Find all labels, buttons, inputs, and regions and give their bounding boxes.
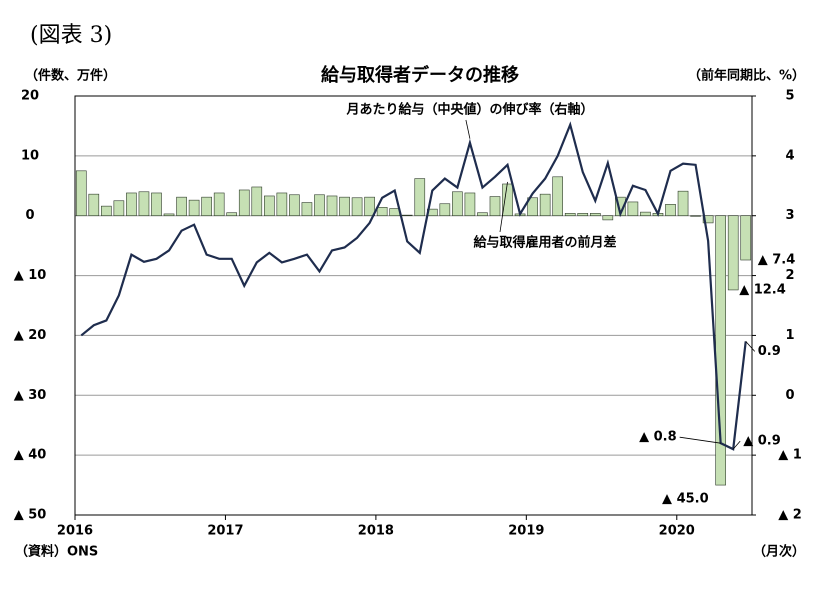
bar	[690, 215, 701, 217]
x-tick-label: 2017	[207, 524, 243, 539]
y-axis-label: （件数、万件）	[25, 68, 116, 84]
data-label: ▲ 7.4	[758, 253, 796, 268]
bar	[665, 204, 676, 217]
y2-tick-label: 2	[785, 268, 794, 283]
bar	[627, 201, 639, 217]
bar	[251, 186, 263, 217]
bar	[88, 193, 100, 217]
y2-tick-label: 3	[785, 208, 794, 223]
leader	[745, 341, 756, 352]
x-tick-label: 2016	[57, 524, 93, 539]
line	[80, 121, 747, 451]
data-label: ▲ 12.4	[739, 282, 786, 297]
bar	[113, 200, 125, 217]
y2-tick-label: ▲ 1	[778, 448, 802, 463]
bar	[589, 213, 601, 217]
source: （資料）ONS	[15, 544, 98, 560]
bar	[326, 195, 338, 217]
bar	[264, 195, 275, 217]
bar	[552, 176, 563, 217]
bar	[176, 196, 187, 217]
bar	[640, 211, 651, 217]
data-label: ▲ 45.0	[662, 492, 709, 507]
bar	[339, 196, 350, 217]
bar	[213, 192, 225, 217]
x-tick-label: 2019	[508, 524, 544, 539]
bar	[489, 196, 501, 217]
bar	[740, 215, 752, 261]
bar	[163, 213, 175, 217]
y-tick-label: ▲ 20	[14, 328, 47, 343]
bar	[238, 189, 250, 217]
bar	[602, 215, 614, 221]
bar	[464, 192, 476, 217]
bar	[564, 213, 576, 217]
chart-title: 給与取得者データの推移	[321, 64, 519, 86]
bar	[727, 215, 739, 291]
y2-tick-label: 4	[785, 148, 794, 163]
x-tick-label: 2018	[358, 524, 394, 539]
bar	[389, 208, 401, 217]
data-label: 0.9	[758, 344, 781, 359]
bar	[577, 213, 589, 217]
bar	[477, 212, 488, 217]
bar	[677, 190, 689, 217]
bar	[188, 199, 200, 217]
y2-tick-label: ▲ 2	[778, 508, 802, 523]
y-tick-label: ▲ 10	[14, 268, 47, 283]
y2-axis-label: （前年同期比、%）	[688, 68, 805, 84]
bar	[539, 193, 551, 217]
bar	[414, 178, 426, 217]
series-label: 月あたり給与（中央値）の伸び率（右軸）	[345, 102, 593, 118]
leader	[679, 436, 721, 444]
bar	[364, 196, 375, 217]
y2-tick-label: 1	[785, 328, 794, 343]
bar	[452, 191, 463, 217]
bar	[301, 202, 313, 217]
bar	[401, 214, 413, 217]
series-label: 給与取得雇用者の前月差	[473, 235, 616, 251]
bar	[527, 197, 538, 217]
bar	[289, 194, 300, 217]
bar	[376, 207, 388, 217]
bar	[314, 194, 325, 217]
bar	[151, 192, 162, 217]
header: (図表 3)	[30, 23, 112, 48]
x-axis-label: （月次）	[753, 544, 805, 560]
plot-frame	[74, 95, 753, 516]
y-tick-label: ▲ 50	[14, 508, 47, 523]
y-tick-label: 20	[21, 89, 39, 104]
y-tick-label: ▲ 40	[14, 448, 47, 463]
y-tick-label: 0	[25, 208, 34, 223]
bar	[702, 215, 714, 224]
bar	[101, 205, 112, 217]
bar	[126, 192, 137, 217]
bar	[75, 170, 87, 217]
leader	[465, 119, 471, 139]
y-tick-label: ▲ 30	[14, 388, 47, 403]
data-label: ▲ 0.8	[639, 430, 677, 445]
bar	[138, 191, 150, 217]
bar	[201, 196, 212, 217]
leader	[732, 440, 741, 450]
bar	[226, 212, 238, 217]
bar	[351, 197, 363, 217]
y2-tick-label: 5	[785, 89, 794, 104]
bar	[439, 203, 451, 217]
y-tick-label: 10	[21, 148, 39, 163]
leader	[499, 181, 508, 233]
bar	[502, 183, 513, 217]
x-tick-label: 2020	[659, 524, 695, 539]
data-label: ▲ 0.9	[743, 434, 781, 449]
bar	[276, 192, 288, 217]
y2-tick-label: 0	[785, 388, 794, 403]
